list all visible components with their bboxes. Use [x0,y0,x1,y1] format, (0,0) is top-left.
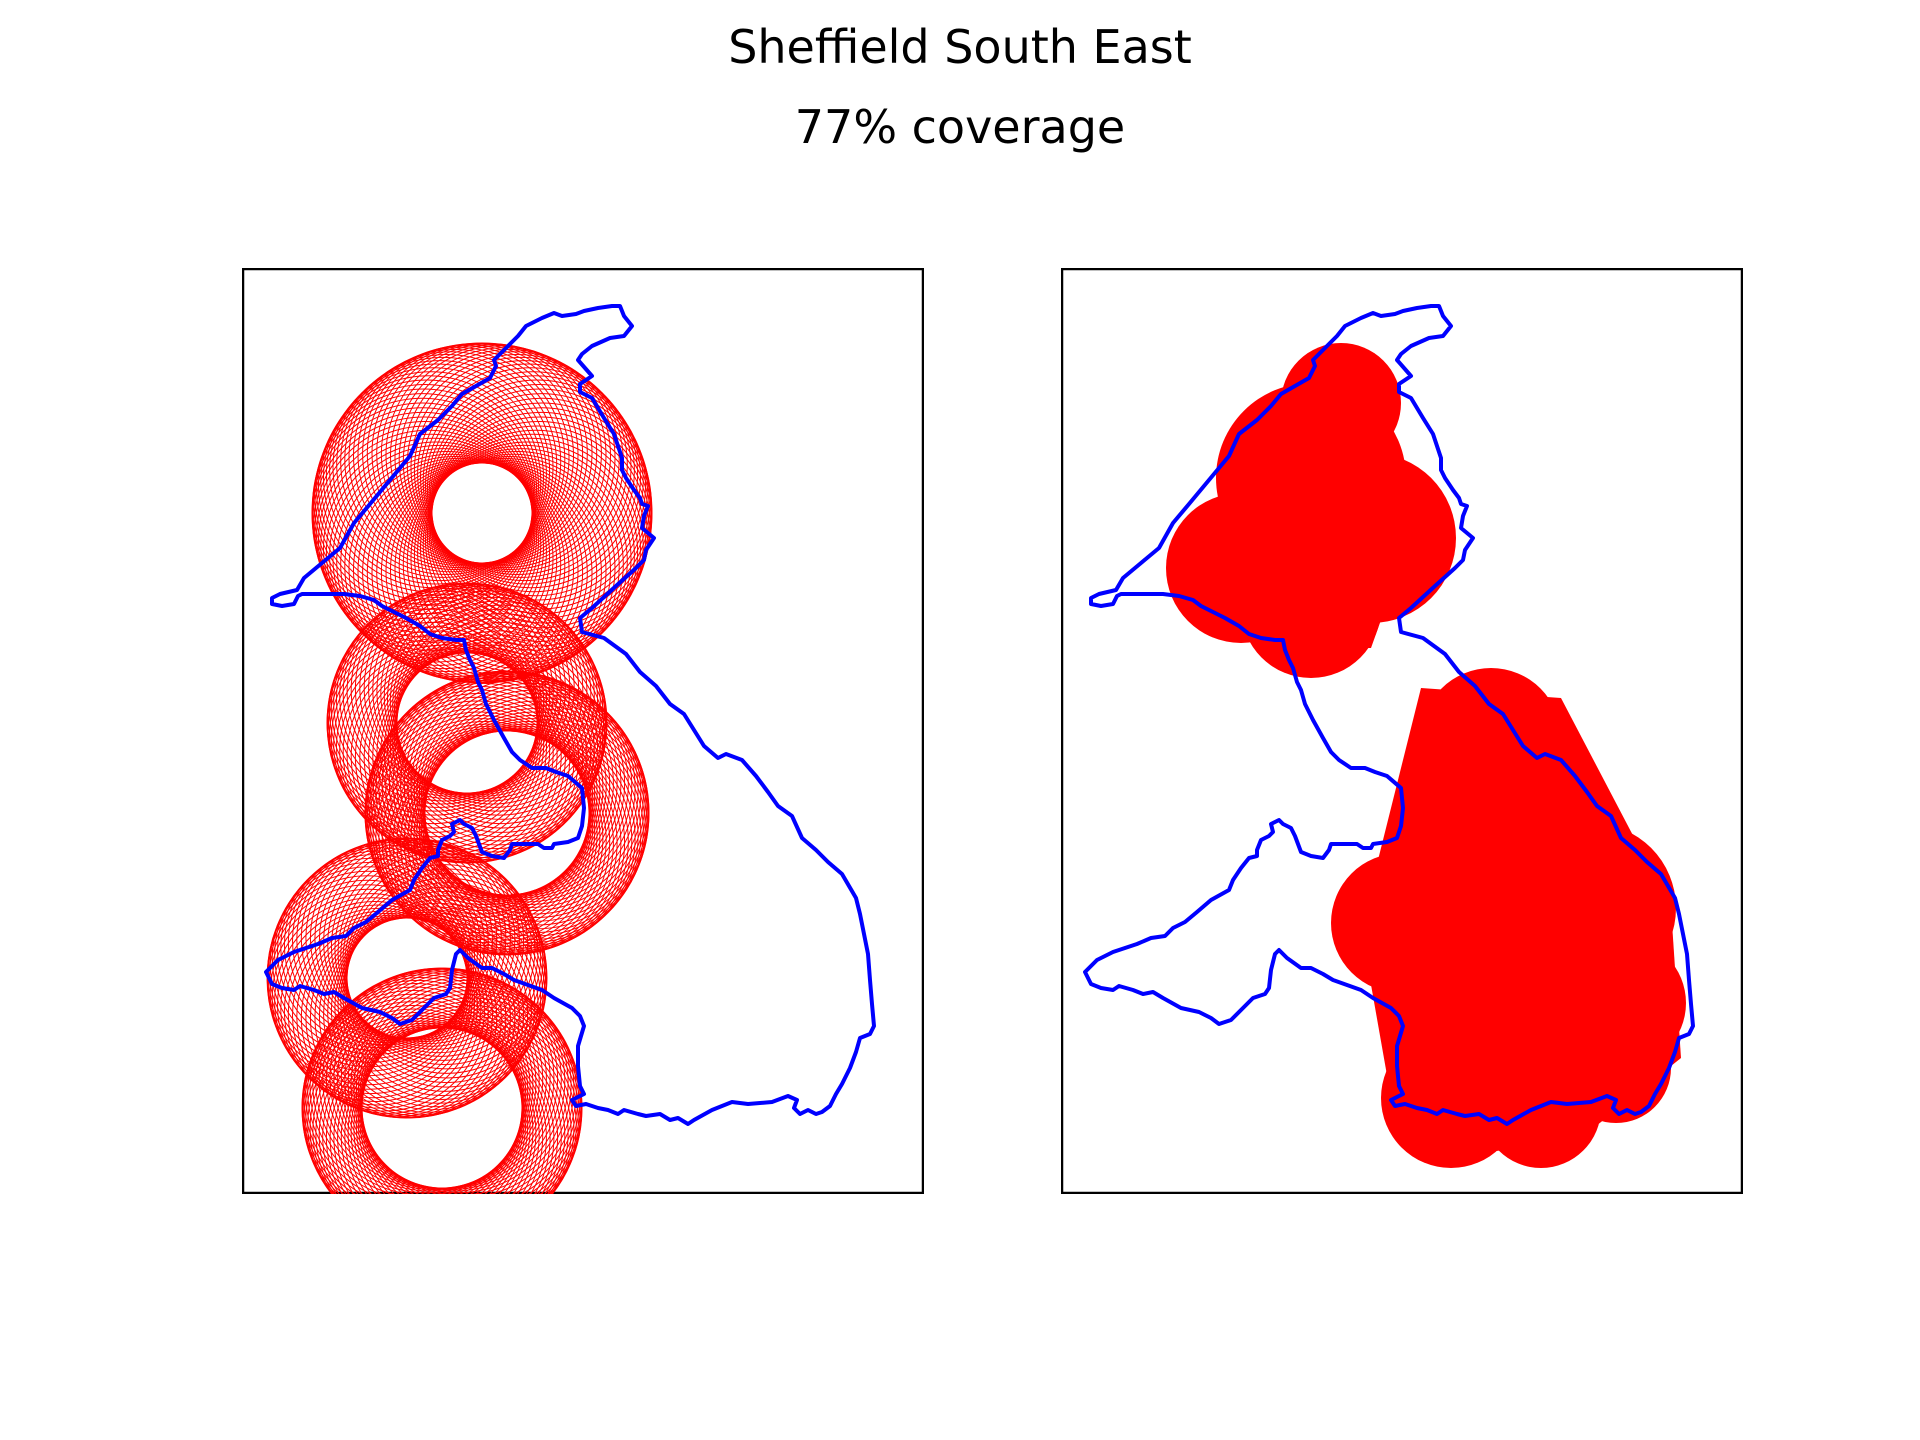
coverage-circle [389,596,601,808]
coverage-circle [334,848,536,1050]
coverage-circle [425,375,646,597]
coverage-circle [423,693,649,918]
coverage-circle [355,979,577,1194]
coverage-circle [329,604,540,816]
coverage-circle [336,354,558,575]
coverage-circle [309,1018,531,1194]
coverage-circle [368,583,580,795]
coverage-circle [336,451,558,672]
coverage-circle [345,868,547,1070]
coverage-circle [420,437,641,659]
coverage-circle [385,344,607,566]
coverage-circle [314,838,516,1040]
coverage-circle [322,1026,544,1194]
coverage-union-panel [1061,268,1743,1194]
coverage-circle [429,388,651,610]
coverage-circles-panel [242,268,924,1194]
coverage-circle [360,990,582,1194]
coverage-circle [420,715,646,940]
coverage-circle [426,379,648,601]
coverage-circle [380,587,592,799]
coverage-circle [380,343,602,565]
coverage-circle [309,837,511,1039]
coverage-circle [347,972,569,1194]
coverage-circles [266,342,653,1194]
coverage-circle [416,680,642,905]
coverage-fill [1166,343,1686,1168]
coverage-circle [330,845,532,1047]
coverage-circle [309,977,531,1194]
coverage-circle [312,974,534,1194]
coverage-circle [392,600,604,812]
coverage-circle [318,375,539,597]
figure-title: Sheffield South East [728,20,1192,74]
coverage-circle [353,977,575,1194]
coverage-circle [332,356,554,578]
coverage-circle [413,360,635,582]
coverage-subtitle: 77% coverage [794,100,1126,154]
coverage-circle [327,608,539,820]
coverage-circle [383,590,595,802]
coverage-circle [333,596,545,808]
coverage-circle [418,682,644,908]
coverage-circle [344,456,566,677]
coverage-circle [344,970,566,1192]
coverage-circle [314,384,536,605]
coverage-circle [337,968,559,1189]
coverage-circle [303,986,525,1194]
coverage-circle [417,363,639,585]
coverage-circle [431,397,653,619]
coverage-circle [424,696,650,922]
coverage-circle [342,859,544,1061]
coverage-circle [381,673,607,899]
constituency-boundary [1083,304,1695,1126]
coverage-circle [350,974,572,1194]
coverage-circle [318,1024,540,1194]
coverage-circle [420,686,646,911]
coverage-circle [357,1012,579,1194]
coverage-circle [365,693,591,918]
coverage-circle [390,345,611,567]
coverage-circle [325,363,547,585]
coverage-circle [410,356,632,578]
coverage-circle [422,371,644,593]
coverage-circle [413,677,639,903]
coverage-circle [344,864,546,1066]
coverage-circle [376,585,588,797]
coverage-circle [305,1012,527,1194]
constituency-boundary [264,304,876,1126]
coverage-circle [357,983,579,1194]
coverage-circle [340,855,542,1057]
coverage-circle [344,1024,566,1194]
coverage-circle [340,453,562,675]
coverage-circle [318,970,540,1192]
coverage-circle [387,593,598,805]
coverage-circle [305,983,527,1194]
coverage-circle [327,843,529,1045]
coverage-circle [277,904,478,1106]
coverage-circle [406,354,628,575]
coverage-circle [346,872,548,1074]
coverage-circle [398,349,620,570]
coverage-circle [372,584,584,796]
coverage-circle [318,839,520,1041]
coverage-circle [375,677,601,903]
coverage-circle [420,367,641,589]
coverage-circle [422,689,648,915]
coverage-circle [362,461,584,683]
